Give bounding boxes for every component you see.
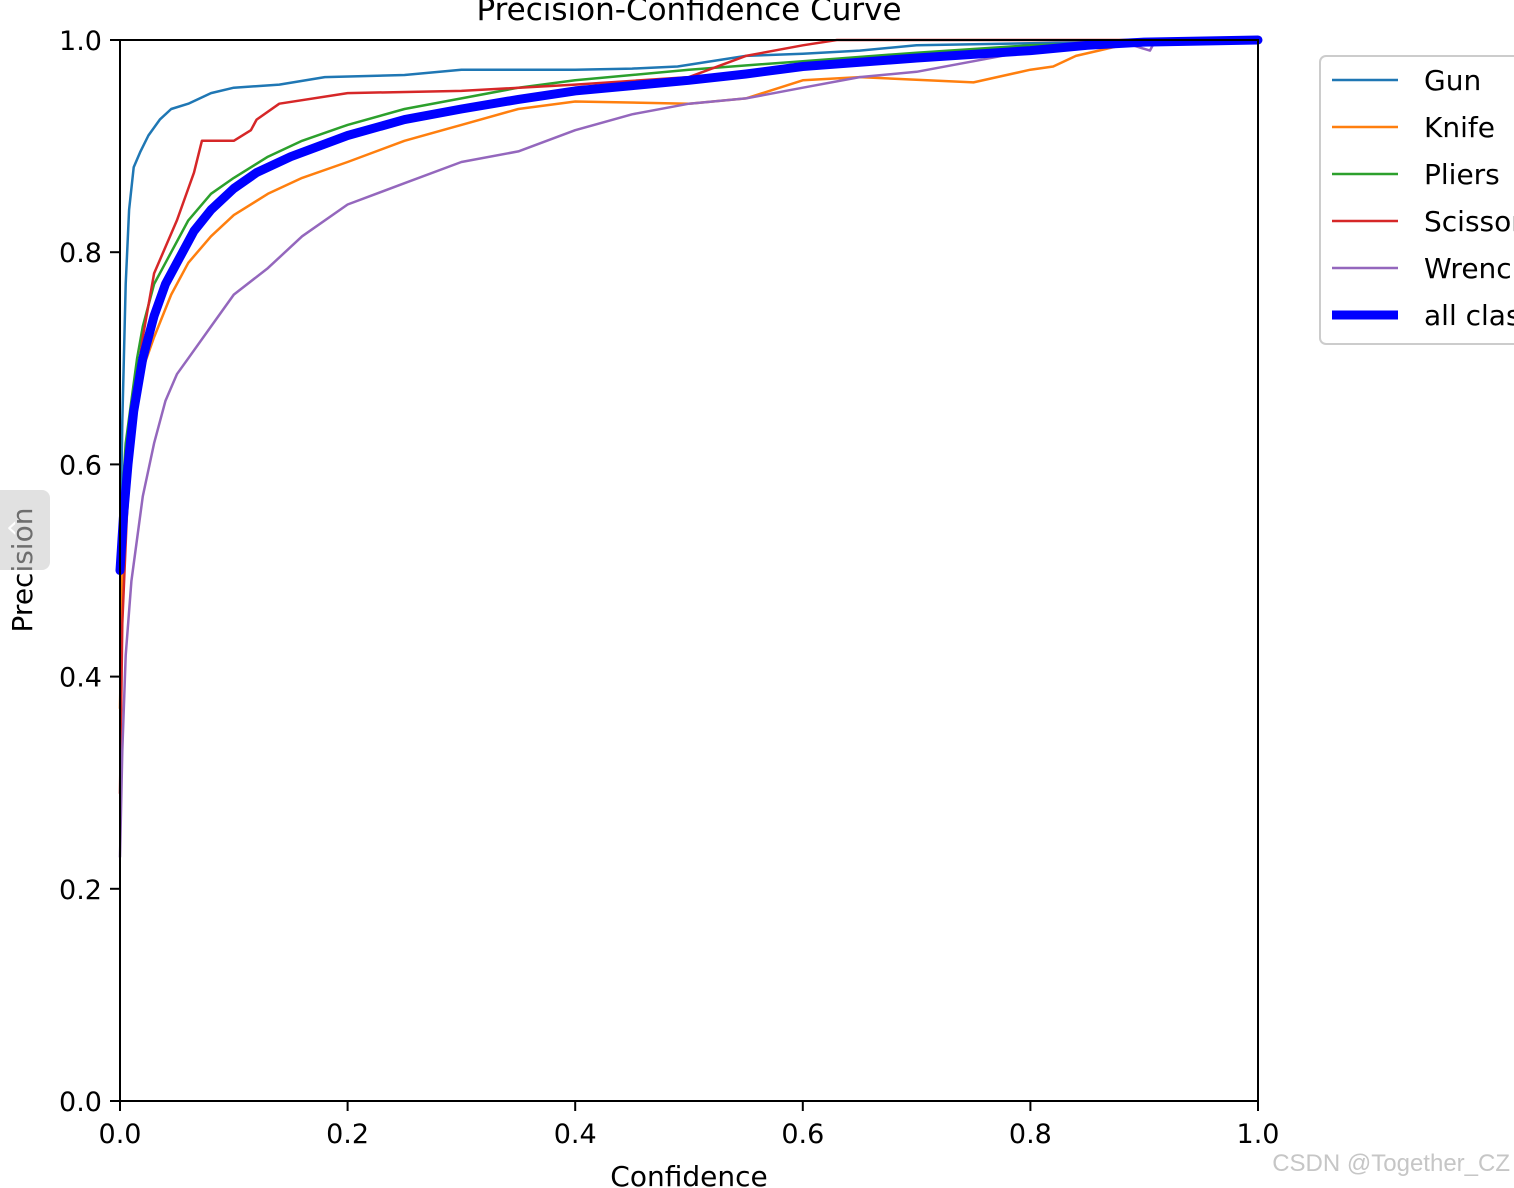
legend-label: Knife	[1424, 111, 1495, 144]
legend-label: Wrench	[1424, 252, 1514, 285]
x-tick-label: 0.4	[554, 1119, 597, 1150]
watermark: CSDN @Together_CZ	[1272, 1150, 1510, 1177]
legend-label: all classes	[1424, 299, 1514, 332]
series-line-gun	[118, 38, 1260, 572]
legend-label: Gun	[1424, 64, 1481, 97]
y-tick-label: 0.6	[59, 450, 102, 481]
series-line-knife	[118, 38, 1260, 710]
legend-label: Scissors	[1424, 205, 1514, 238]
collapse-side-tab[interactable]: ‹	[0, 490, 50, 570]
x-axis-ticks: 0.0 0.2 0.4 0.6 0.8 1.0	[99, 1101, 1280, 1150]
series-line-pliers	[118, 38, 1260, 572]
y-tick-label: 0.8	[59, 238, 102, 269]
y-tick-label: 0.0	[59, 1087, 102, 1118]
x-tick-label: 0.6	[781, 1119, 824, 1150]
series-line-all-classes	[115, 35, 1263, 575]
y-tick-label: 0.4	[59, 663, 102, 694]
x-tick-label: 0.8	[1009, 1119, 1052, 1150]
series-layer	[115, 35, 1263, 859]
y-tick-label: 1.0	[59, 26, 102, 57]
x-tick-label: 1.0	[1237, 1119, 1280, 1150]
series-line-wrench	[118, 38, 1260, 859]
x-tick-label: 0.0	[99, 1119, 142, 1150]
legend-label: Pliers	[1424, 158, 1500, 191]
chart-title: Precision-Confidence Curve	[476, 0, 901, 28]
plot-frame	[119, 39, 1259, 1102]
chevron-left-icon: ‹	[6, 510, 18, 545]
y-axis-ticks: 0.0 0.2 0.4 0.6 0.8 1.0	[59, 26, 120, 1118]
x-tick-label: 0.2	[326, 1119, 369, 1150]
legend: Gun Knife Pliers Scissors Wrench all classes	[1319, 55, 1514, 345]
x-axis-label: Confidence	[610, 1160, 767, 1188]
y-tick-label: 0.2	[59, 875, 102, 906]
